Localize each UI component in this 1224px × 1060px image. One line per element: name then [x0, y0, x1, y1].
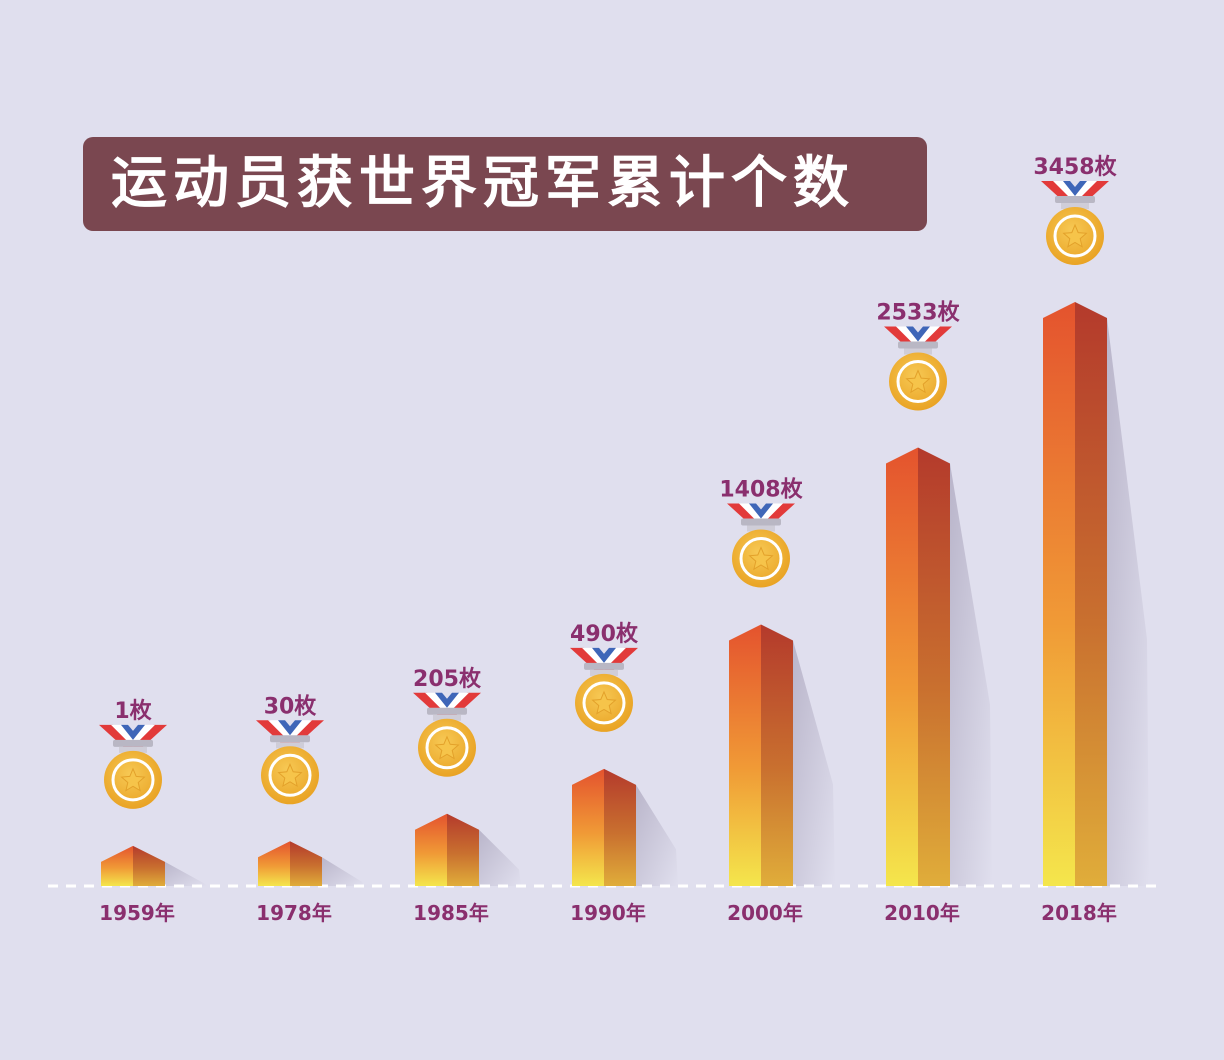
bar [886, 447, 918, 886]
data-label: 3458枚 [1033, 154, 1116, 180]
bar-shadow [636, 784, 678, 886]
bar [101, 845, 133, 886]
bar-side [918, 447, 950, 886]
bar [415, 813, 447, 886]
bar-shadow [479, 829, 521, 886]
bars [101, 302, 1107, 886]
data-label: 1408枚 [719, 476, 802, 502]
tick-label: 1985年 [413, 901, 489, 925]
tick-label: 2018年 [1041, 901, 1117, 925]
data-label: 205枚 [413, 666, 481, 692]
bar-shadow [950, 463, 992, 886]
gold-medal-icon [1041, 181, 1109, 265]
bar [729, 624, 761, 886]
bar [258, 841, 290, 886]
bar-side [290, 841, 322, 886]
bar-side [447, 813, 479, 886]
bar-side [604, 768, 636, 886]
title-banner: 运动员获世界冠军累计个数 [83, 137, 927, 231]
tick-label: 1978年 [256, 901, 332, 925]
gold-medal-icon [570, 647, 638, 732]
gold-medal-icon [884, 326, 952, 411]
tick-label: 1990年 [570, 901, 646, 925]
tick-label: 1959年 [99, 901, 175, 925]
bar [1043, 302, 1075, 886]
data-label: 1枚 [114, 698, 151, 724]
bar [572, 768, 604, 886]
data-label: 2533枚 [876, 300, 959, 326]
gold-medal-icon [256, 720, 324, 805]
medals [99, 181, 1109, 809]
labels: 1枚 1959年 30枚 1978年 205枚 1985年 490枚 1990年 1408枚 20… [99, 154, 1117, 925]
tick-label: 2000年 [727, 901, 803, 925]
data-label: 490枚 [570, 621, 638, 647]
gold-medal-icon [99, 724, 167, 809]
bar-shadow [1107, 318, 1149, 886]
bar-side [133, 845, 165, 886]
tick-label: 2010年 [884, 901, 960, 925]
data-label: 30枚 [264, 693, 317, 719]
gold-medal-icon [727, 503, 795, 588]
bar-shadow [322, 857, 364, 886]
bar-shadow [793, 640, 835, 886]
bar-shadow [165, 861, 207, 886]
chart-title: 运动员获世界冠军累计个数 [111, 151, 855, 216]
gold-medal-icon [413, 692, 481, 777]
bar-side [1075, 302, 1107, 886]
bar-side [761, 624, 793, 886]
bar-shadows [165, 318, 1149, 886]
